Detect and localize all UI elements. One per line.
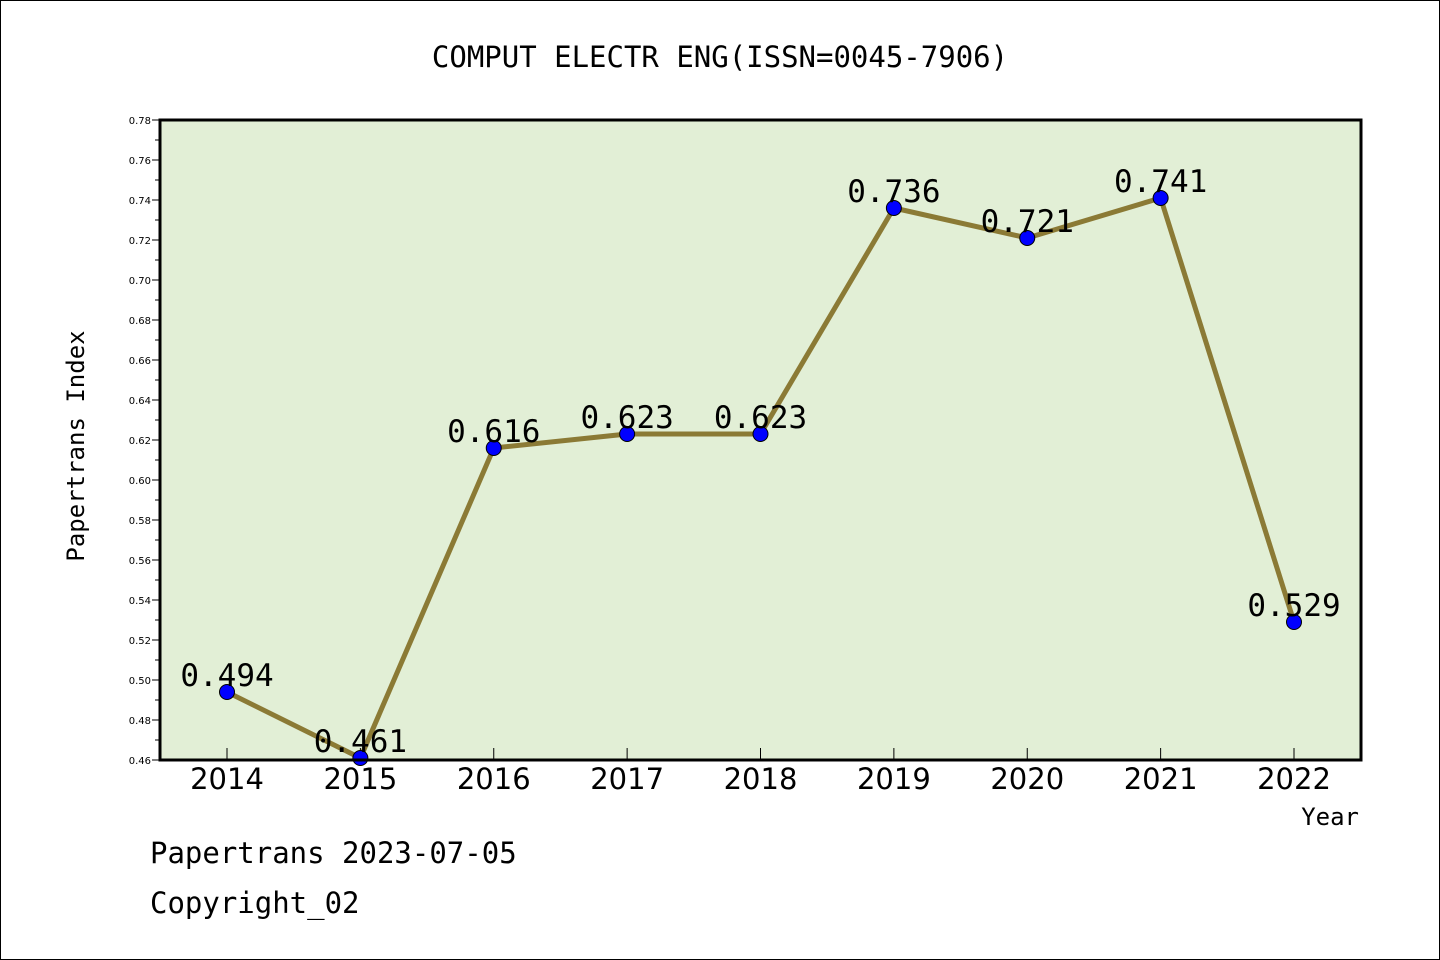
y-tick-label: 0.76	[129, 156, 151, 167]
y-tick-label: 0.56	[129, 556, 151, 567]
data-label: 0.494	[180, 658, 273, 694]
data-point	[1019, 230, 1036, 246]
x-axis-ticks: 2014 2015 2016 2017 2018 2019 2020 2021 2022	[190, 748, 1331, 796]
data-point	[219, 684, 235, 700]
x-tick-label: 2016	[457, 762, 531, 796]
data-point	[1286, 614, 1302, 630]
data-point	[352, 750, 369, 766]
plot-border	[158, 118, 1363, 762]
x-tick-label: 2022	[1257, 762, 1331, 796]
x-tick-label: 2015	[323, 762, 397, 796]
y-tick-label: 0.46	[129, 756, 151, 767]
footer-date: Papertrans 2023-07-05	[150, 836, 517, 870]
data-label: 0.623	[580, 400, 673, 436]
data-label: 0.529	[1247, 588, 1340, 624]
x-tick-label: 2017	[590, 762, 664, 796]
data-label: 0.721	[981, 204, 1074, 240]
y-axis-label: Papertrans Index	[62, 330, 90, 561]
y-tick-label: 0.58	[129, 516, 151, 527]
footer-copyright: Copyright_02	[150, 886, 360, 920]
x-axis-label: Year	[1301, 803, 1359, 831]
data-label: 0.461	[314, 724, 407, 760]
data-point	[485, 440, 502, 456]
y-tick-label: 0.60	[129, 476, 151, 487]
data-label: 0.616	[447, 414, 540, 450]
x-tick-label: 2021	[1124, 762, 1198, 796]
data-label: 0.736	[847, 174, 940, 210]
y-tick-label: 0.64	[129, 396, 151, 407]
x-tick-label: 2020	[990, 762, 1064, 796]
y-axis-ticks: 0.46 0.48 0.50 0.52 0.54 0.56 0.58 0.60 0.62 0.64…	[129, 116, 160, 767]
y-tick-label: 0.54	[129, 596, 151, 607]
data-label: 0.741	[1114, 164, 1207, 200]
x-tick-label: 2014	[190, 762, 264, 796]
y-tick-label: 0.62	[129, 436, 151, 447]
y-tick-label: 0.48	[129, 716, 151, 727]
x-tick-label: 2019	[857, 762, 931, 796]
y-tick-label: 0.78	[129, 116, 151, 127]
y-tick-label: 0.74	[129, 196, 151, 207]
y-tick-label: 0.70	[129, 276, 151, 287]
data-point	[752, 426, 769, 442]
data-point	[619, 426, 636, 442]
y-tick-label: 0.72	[129, 236, 151, 247]
chart-title: COMPUT ELECTR ENG(ISSN=0045-7906)	[432, 40, 1008, 74]
y-tick-label: 0.66	[129, 356, 151, 367]
data-markers	[219, 190, 1302, 766]
data-labels: 0.494 0.461 0.616 0.623 0.623 0.736 0.721 0.741…	[180, 164, 1340, 760]
data-point	[885, 200, 902, 216]
x-tick-label: 2018	[724, 762, 798, 796]
y-tick-label: 0.52	[129, 636, 151, 647]
y-tick-label: 0.68	[129, 316, 151, 327]
data-point	[1152, 190, 1169, 206]
y-tick-label: 0.50	[129, 676, 151, 687]
data-label: 0.623	[714, 400, 807, 436]
